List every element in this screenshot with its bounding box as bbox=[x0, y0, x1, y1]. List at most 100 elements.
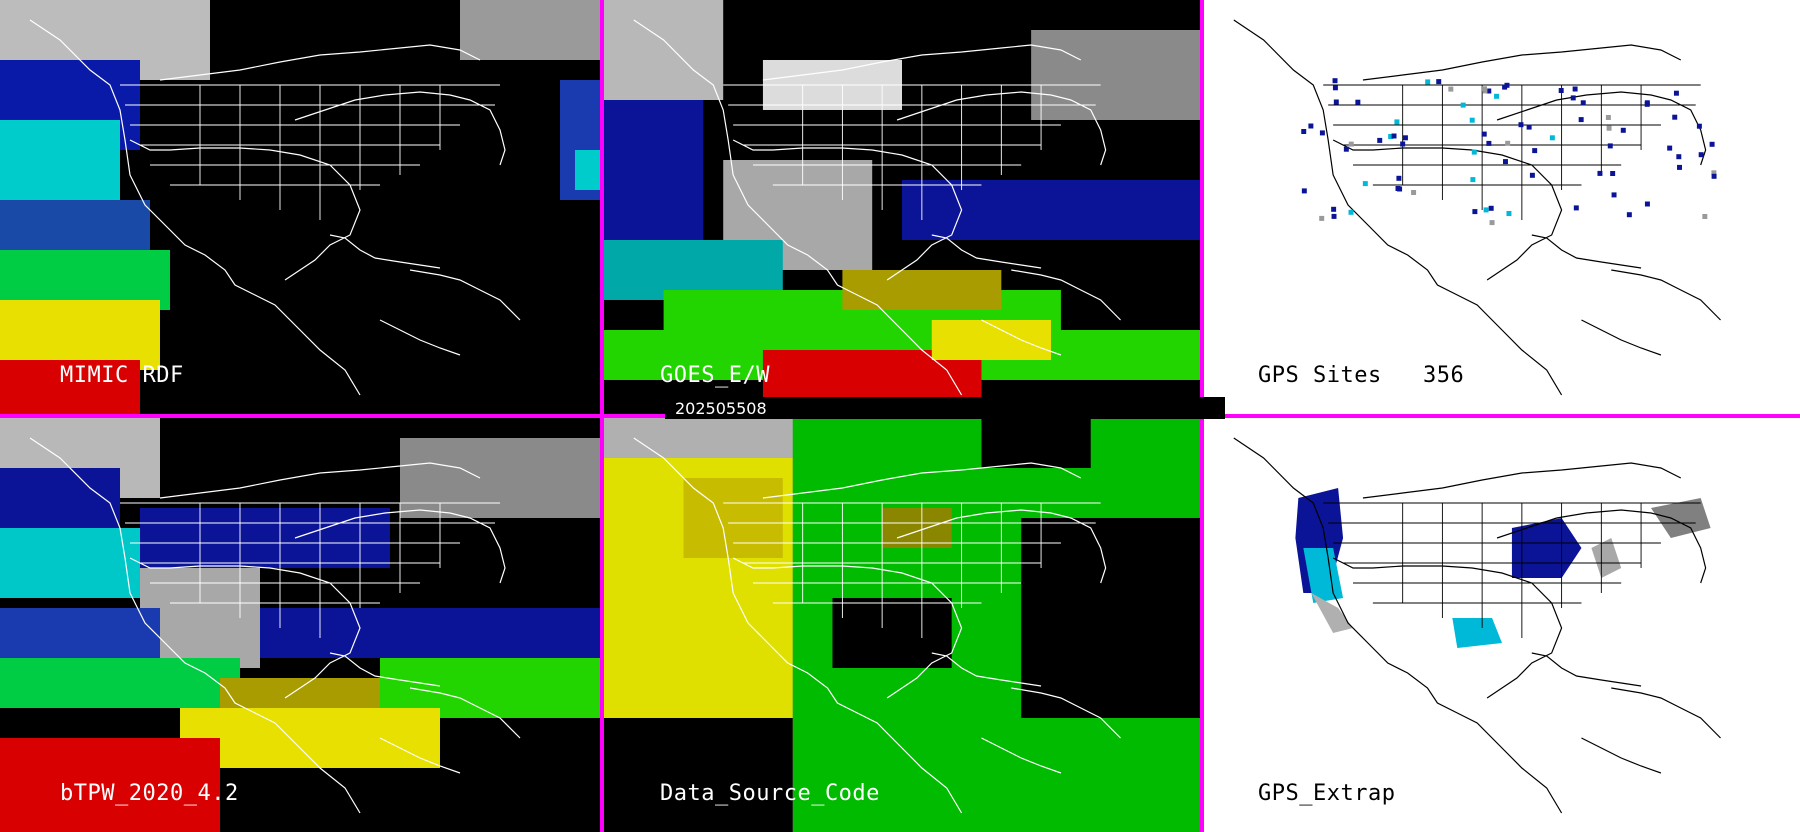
gps-site-marker bbox=[1696, 123, 1702, 129]
gps-sites-map bbox=[1233, 19, 1722, 396]
gps-site-marker bbox=[1494, 93, 1500, 99]
gps-site-marker bbox=[1395, 186, 1401, 191]
gps-sites-count: 356 bbox=[1422, 363, 1465, 388]
gps-site-marker bbox=[1377, 137, 1383, 143]
gps-site-marker bbox=[1532, 148, 1538, 154]
gps-extrap-map bbox=[1233, 437, 1722, 814]
panel-label: bTPW_2020_4.2 bbox=[60, 781, 239, 806]
gps-site-marker bbox=[1486, 88, 1492, 94]
panel-label: Data_Source_Code bbox=[660, 781, 880, 806]
gps-site-marker bbox=[1331, 206, 1337, 212]
gps-site-marker bbox=[1411, 190, 1417, 195]
panel-data-source-code: Data_Source_Code bbox=[604, 418, 1200, 832]
gps-site-marker bbox=[1460, 102, 1466, 108]
gps-site-marker bbox=[1644, 201, 1650, 207]
gps-site-marker bbox=[1605, 115, 1611, 120]
gps-site-marker bbox=[1578, 117, 1584, 123]
gps-site-marker bbox=[1333, 99, 1339, 105]
gps-site-marker bbox=[1620, 127, 1626, 133]
gps-site-marker bbox=[1667, 145, 1673, 151]
gps-site-marker bbox=[1331, 213, 1337, 219]
gps-sites-title: GPS Sites bbox=[1258, 363, 1382, 388]
gps-site-markers bbox=[1301, 78, 1717, 226]
gps-site-marker bbox=[1348, 141, 1354, 147]
gps-site-marker bbox=[1471, 149, 1477, 155]
gps-site-marker bbox=[1610, 171, 1616, 176]
gps-site-marker bbox=[1526, 124, 1532, 130]
gps-site-marker bbox=[1301, 188, 1307, 194]
gps-site-marker bbox=[1400, 141, 1406, 147]
gps-site-marker bbox=[1448, 86, 1454, 92]
panel-label: MIMIC RDF bbox=[60, 363, 184, 388]
gps-site-marker bbox=[1481, 131, 1487, 137]
gps-site-marker bbox=[1332, 85, 1338, 91]
panel-gps-sites: GPS Sites 356 bbox=[1204, 0, 1800, 414]
gps-site-marker bbox=[1626, 212, 1632, 218]
panel-goes-ew: GOES_E/W bbox=[604, 0, 1200, 414]
gps-site-marker bbox=[1489, 220, 1495, 226]
panel-btpw: bTPW_2020_4.2 bbox=[0, 418, 600, 832]
gps-site-marker bbox=[1611, 192, 1617, 198]
gps-site-marker bbox=[1606, 125, 1612, 131]
gps-site-marker bbox=[1362, 181, 1368, 187]
gps-site-marker bbox=[1549, 135, 1555, 141]
gps-site-marker bbox=[1319, 215, 1325, 221]
gps-site-marker bbox=[1388, 134, 1394, 139]
panel-label: GOES_E/W bbox=[660, 363, 770, 388]
gps-site-marker bbox=[1558, 88, 1564, 93]
gps-site-marker bbox=[1711, 170, 1717, 176]
gps-site-marker bbox=[1529, 172, 1535, 178]
gps-site-marker bbox=[1348, 209, 1354, 215]
gps-site-marker bbox=[1486, 140, 1492, 146]
timestamp-bar bbox=[665, 397, 1225, 419]
gps-site-marker bbox=[1711, 173, 1717, 179]
gps-site-marker bbox=[1469, 117, 1475, 123]
mimic-rdf-map bbox=[0, 0, 600, 414]
gps-site-marker bbox=[1597, 170, 1603, 176]
gps-site-marker bbox=[1332, 78, 1338, 84]
goes-ew-map bbox=[604, 0, 1200, 414]
gps-site-marker bbox=[1483, 207, 1489, 213]
gps-site-marker bbox=[1394, 119, 1400, 125]
gps-site-marker bbox=[1673, 90, 1679, 96]
gps-site-marker bbox=[1391, 133, 1397, 139]
gps-site-marker bbox=[1672, 114, 1678, 120]
gps-site-marker bbox=[1402, 135, 1408, 141]
gps-site-marker bbox=[1506, 211, 1512, 216]
gps-site-marker bbox=[1488, 205, 1494, 211]
gps-site-marker bbox=[1580, 100, 1586, 106]
gps-site-marker bbox=[1644, 101, 1650, 107]
gps-site-marker bbox=[1572, 86, 1578, 92]
gps-site-marker bbox=[1698, 152, 1704, 158]
panel-mimic-rdf: MIMIC RDF bbox=[0, 0, 600, 414]
gps-site-marker bbox=[1472, 209, 1478, 215]
gps-site-marker bbox=[1396, 175, 1402, 181]
gps-site-marker bbox=[1482, 86, 1488, 92]
btpw-map bbox=[0, 418, 600, 832]
gps-site-marker bbox=[1573, 205, 1579, 211]
gps-site-marker bbox=[1570, 95, 1576, 101]
gps-site-marker bbox=[1709, 141, 1715, 147]
gps-site-marker bbox=[1301, 129, 1307, 134]
gps-site-marker bbox=[1676, 154, 1682, 160]
gps-site-marker bbox=[1502, 159, 1508, 165]
gps-site-marker bbox=[1518, 122, 1524, 128]
gps-site-marker bbox=[1308, 123, 1314, 129]
gps-site-marker bbox=[1319, 130, 1325, 136]
gps-site-marker bbox=[1355, 99, 1361, 105]
gps-site-marker bbox=[1505, 140, 1511, 146]
gps-site-marker bbox=[1677, 164, 1682, 170]
panel-label: GPS Sites 356 bbox=[1258, 363, 1464, 388]
gps-site-marker bbox=[1425, 79, 1431, 85]
panel-label: GPS_Extrap bbox=[1258, 781, 1396, 806]
gps-site-marker bbox=[1343, 146, 1349, 152]
gps-site-marker bbox=[1502, 84, 1508, 90]
gps-site-marker bbox=[1470, 177, 1476, 183]
gps-site-marker bbox=[1436, 79, 1442, 85]
gps-site-marker bbox=[1607, 143, 1613, 149]
panel-gps-extrap: GPS_Extrap bbox=[1204, 418, 1800, 832]
timestamp: 202505508 bbox=[675, 399, 767, 418]
data-source-code-map bbox=[604, 418, 1200, 832]
gps-site-marker bbox=[1702, 214, 1708, 219]
